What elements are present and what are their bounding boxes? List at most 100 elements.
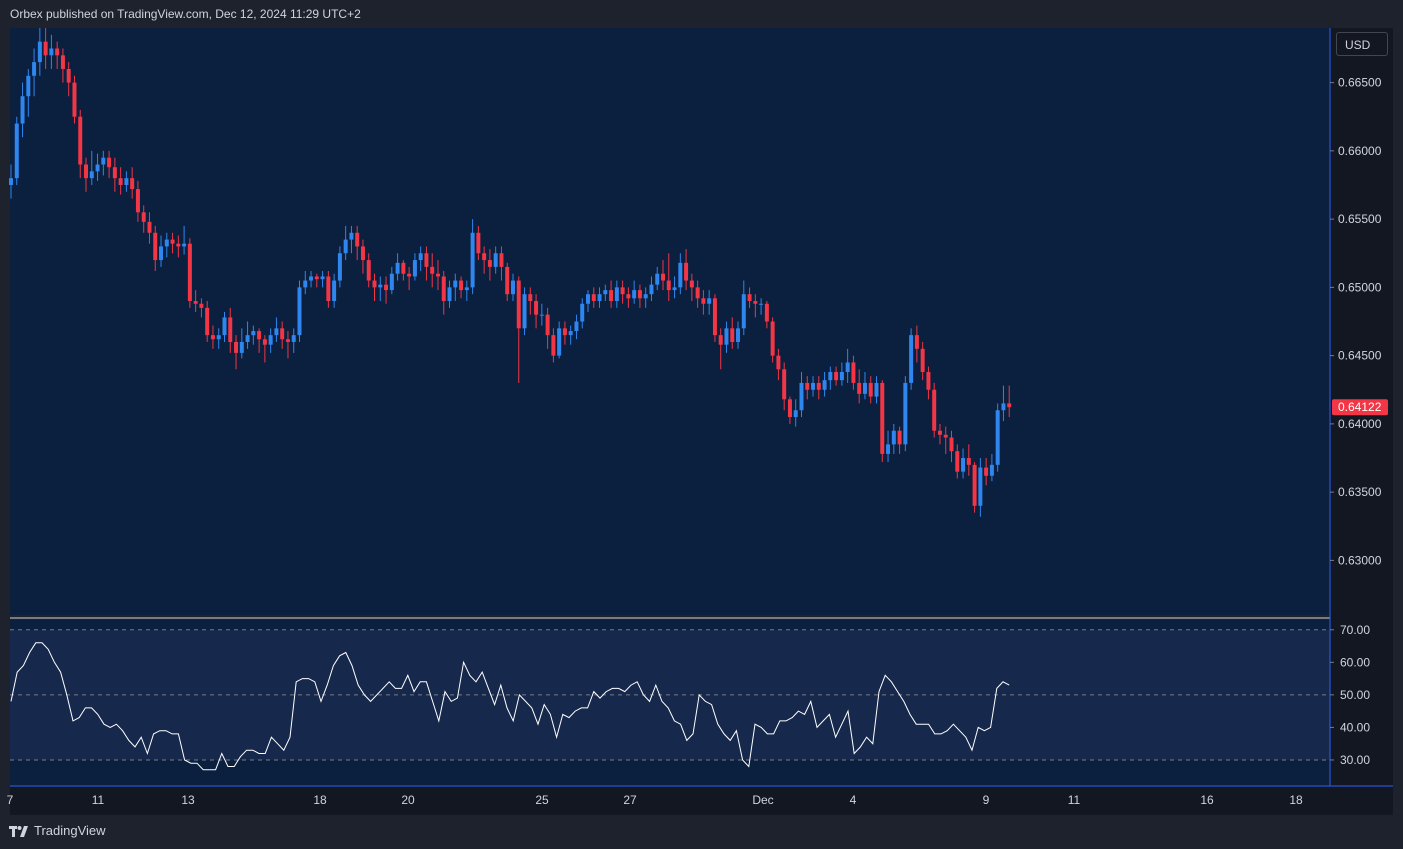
candle-body — [637, 290, 642, 299]
candle-body — [20, 96, 25, 124]
candle-body — [234, 341, 239, 353]
candle-body — [891, 430, 896, 445]
candle-body — [314, 276, 319, 280]
candle-body — [695, 287, 700, 299]
candle-body — [909, 335, 914, 383]
candle-body — [984, 467, 989, 476]
candle-body — [453, 280, 458, 288]
tradingview-brand[interactable]: TradingView — [9, 823, 106, 838]
candle-body — [268, 335, 273, 345]
candle-body — [770, 321, 775, 356]
tradingview-logo-icon — [9, 825, 28, 837]
candle-body — [430, 266, 435, 274]
rsi-line — [10, 642, 1010, 771]
candle-body — [557, 328, 562, 356]
candle-body — [989, 464, 994, 476]
candle-body — [239, 341, 244, 353]
time-tick-label: 25 — [535, 793, 549, 807]
candle-body — [228, 317, 233, 342]
candle-body — [89, 171, 94, 179]
candle-body — [1001, 403, 1006, 411]
candle-body — [343, 239, 348, 254]
price-tick-label: 0.65000 — [1338, 280, 1382, 294]
candle-body — [718, 335, 723, 345]
candle-body — [459, 280, 464, 291]
candle-body — [799, 382, 804, 411]
candle-body — [747, 294, 752, 302]
candle-body — [309, 276, 314, 281]
candle-body — [101, 157, 106, 165]
candle-body — [407, 273, 412, 277]
time-tick-label: 4 — [850, 793, 857, 807]
time-tick-label: 13 — [181, 793, 195, 807]
candle-body — [862, 382, 867, 394]
candle-body — [326, 276, 331, 302]
candle-body — [822, 380, 827, 390]
candle-body — [26, 75, 31, 97]
candle-body — [66, 68, 71, 83]
candle-body — [389, 273, 394, 291]
candle-body — [568, 331, 573, 336]
price-tick-label: 0.63500 — [1338, 485, 1382, 499]
top-bar: Orbex published on TradingView.com, Dec … — [0, 0, 1403, 28]
price-pane[interactable] — [9, 28, 1330, 615]
candle-body — [384, 284, 389, 291]
candle-body — [516, 280, 521, 329]
candle-body — [562, 328, 567, 336]
candle-body — [528, 294, 533, 302]
time-scale-background — [10, 786, 1393, 815]
candle-body — [937, 430, 942, 435]
candle-body — [245, 335, 250, 342]
candle-body — [43, 41, 48, 56]
candle-body — [914, 335, 919, 349]
candle-body — [412, 260, 417, 277]
candle-body — [586, 294, 590, 304]
candle-body — [251, 331, 256, 336]
candle-body — [776, 355, 781, 370]
candle-body — [199, 303, 204, 308]
candle-body — [626, 294, 631, 299]
candle-body — [828, 372, 833, 381]
candle-body — [222, 317, 227, 336]
rsi-tick-label: 40.00 — [1340, 720, 1370, 734]
candle-body — [995, 410, 1000, 465]
candle-body — [591, 294, 596, 302]
candle-body — [712, 298, 717, 336]
candle-body — [730, 328, 735, 342]
candle-body — [655, 273, 660, 285]
candle-body — [649, 284, 654, 295]
candle-body — [297, 287, 302, 336]
candle-body — [130, 178, 135, 190]
candle-body — [551, 335, 556, 356]
candle-body — [257, 331, 262, 340]
candle-body — [609, 290, 614, 302]
candle-body — [759, 303, 764, 305]
price-tick-label: 0.65500 — [1338, 212, 1382, 226]
candle-body — [182, 243, 187, 247]
price-tick-label: 0.66500 — [1338, 76, 1382, 90]
candle-body — [187, 243, 192, 302]
candle-body — [441, 276, 446, 302]
bottom-bar — [0, 815, 1403, 849]
candle-body — [159, 246, 164, 261]
candle-body — [95, 164, 100, 172]
candle-body — [447, 287, 452, 302]
candle-body — [943, 434, 948, 438]
candle-body — [216, 335, 221, 340]
candle-body — [274, 328, 279, 336]
candle-body — [285, 339, 290, 342]
candle-body — [112, 167, 117, 179]
candle-body — [903, 382, 908, 445]
time-tick-label: 7 — [7, 793, 14, 807]
candle-body — [505, 266, 510, 295]
currency-selector[interactable]: USD — [1336, 32, 1388, 56]
candle-body — [424, 253, 429, 267]
candle-body — [1007, 403, 1012, 408]
rsi-tick-label: 30.00 — [1340, 753, 1370, 767]
time-tick-label: 11 — [1068, 793, 1081, 807]
candle-body — [707, 298, 712, 304]
rsi-pane[interactable] — [10, 620, 1330, 786]
candle-body — [135, 189, 140, 213]
candle-body — [632, 290, 637, 299]
